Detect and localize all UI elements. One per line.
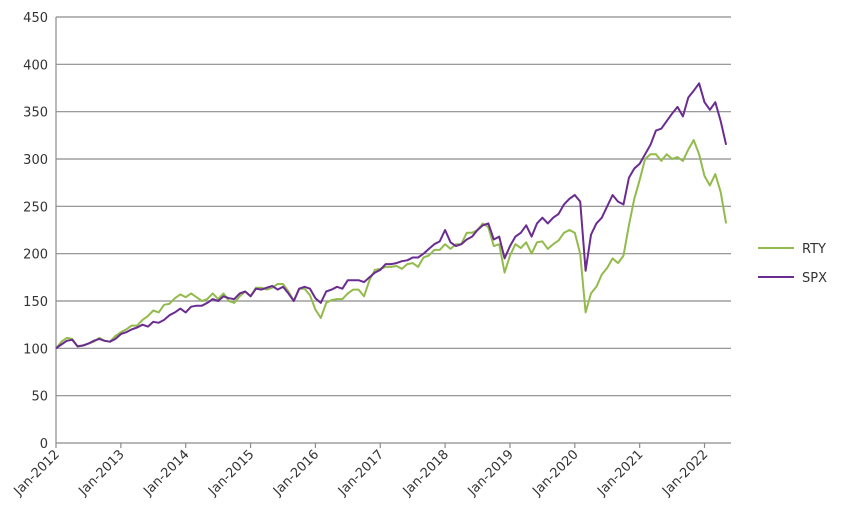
legend: RTY SPX: [758, 242, 827, 286]
x-tick-label: Jan-2021: [594, 447, 646, 499]
y-tick-label: 400: [23, 58, 48, 73]
series-line-rty: [55, 139, 728, 349]
x-axis-ticks: Jan-2012 Jan-2013 Jan-2014 Jan-2015 Jan-2016…: [11, 443, 711, 499]
gridlines: [55, 16, 731, 444]
series-line-spx: [55, 82, 728, 350]
y-tick-label: 300: [23, 153, 48, 168]
y-tick-label: 350: [23, 106, 48, 121]
y-tick-label: 100: [23, 342, 48, 357]
x-tick-label: Jan-2022: [659, 447, 711, 499]
y-tick-label: 250: [23, 200, 48, 215]
legend-label-rty: RTY: [802, 242, 826, 257]
x-tick-label: Jan-2014: [140, 447, 192, 499]
x-tick-label: Jan-2015: [205, 447, 257, 499]
x-tick-label: Jan-2012: [11, 447, 63, 499]
legend-label-spx: SPX: [802, 271, 827, 286]
series-lines: [55, 82, 728, 350]
x-tick-label: Jan-2019: [465, 447, 517, 499]
y-tick-label: 0: [40, 437, 48, 452]
y-tick-label: 200: [23, 248, 48, 263]
y-tick-label: 450: [23, 11, 48, 26]
x-tick-label: Jan-2018: [400, 447, 452, 499]
y-tick-label: 50: [31, 390, 48, 405]
x-tick-label: Jan-2016: [270, 447, 322, 499]
x-tick-label: Jan-2013: [75, 447, 127, 499]
y-tick-label: 150: [23, 295, 48, 310]
x-tick-label: Jan-2020: [529, 447, 581, 499]
y-axis-ticks: 0 50 100 150 200 250 300 350 400 450: [23, 11, 48, 452]
x-tick-label: Jan-2017: [335, 447, 387, 499]
